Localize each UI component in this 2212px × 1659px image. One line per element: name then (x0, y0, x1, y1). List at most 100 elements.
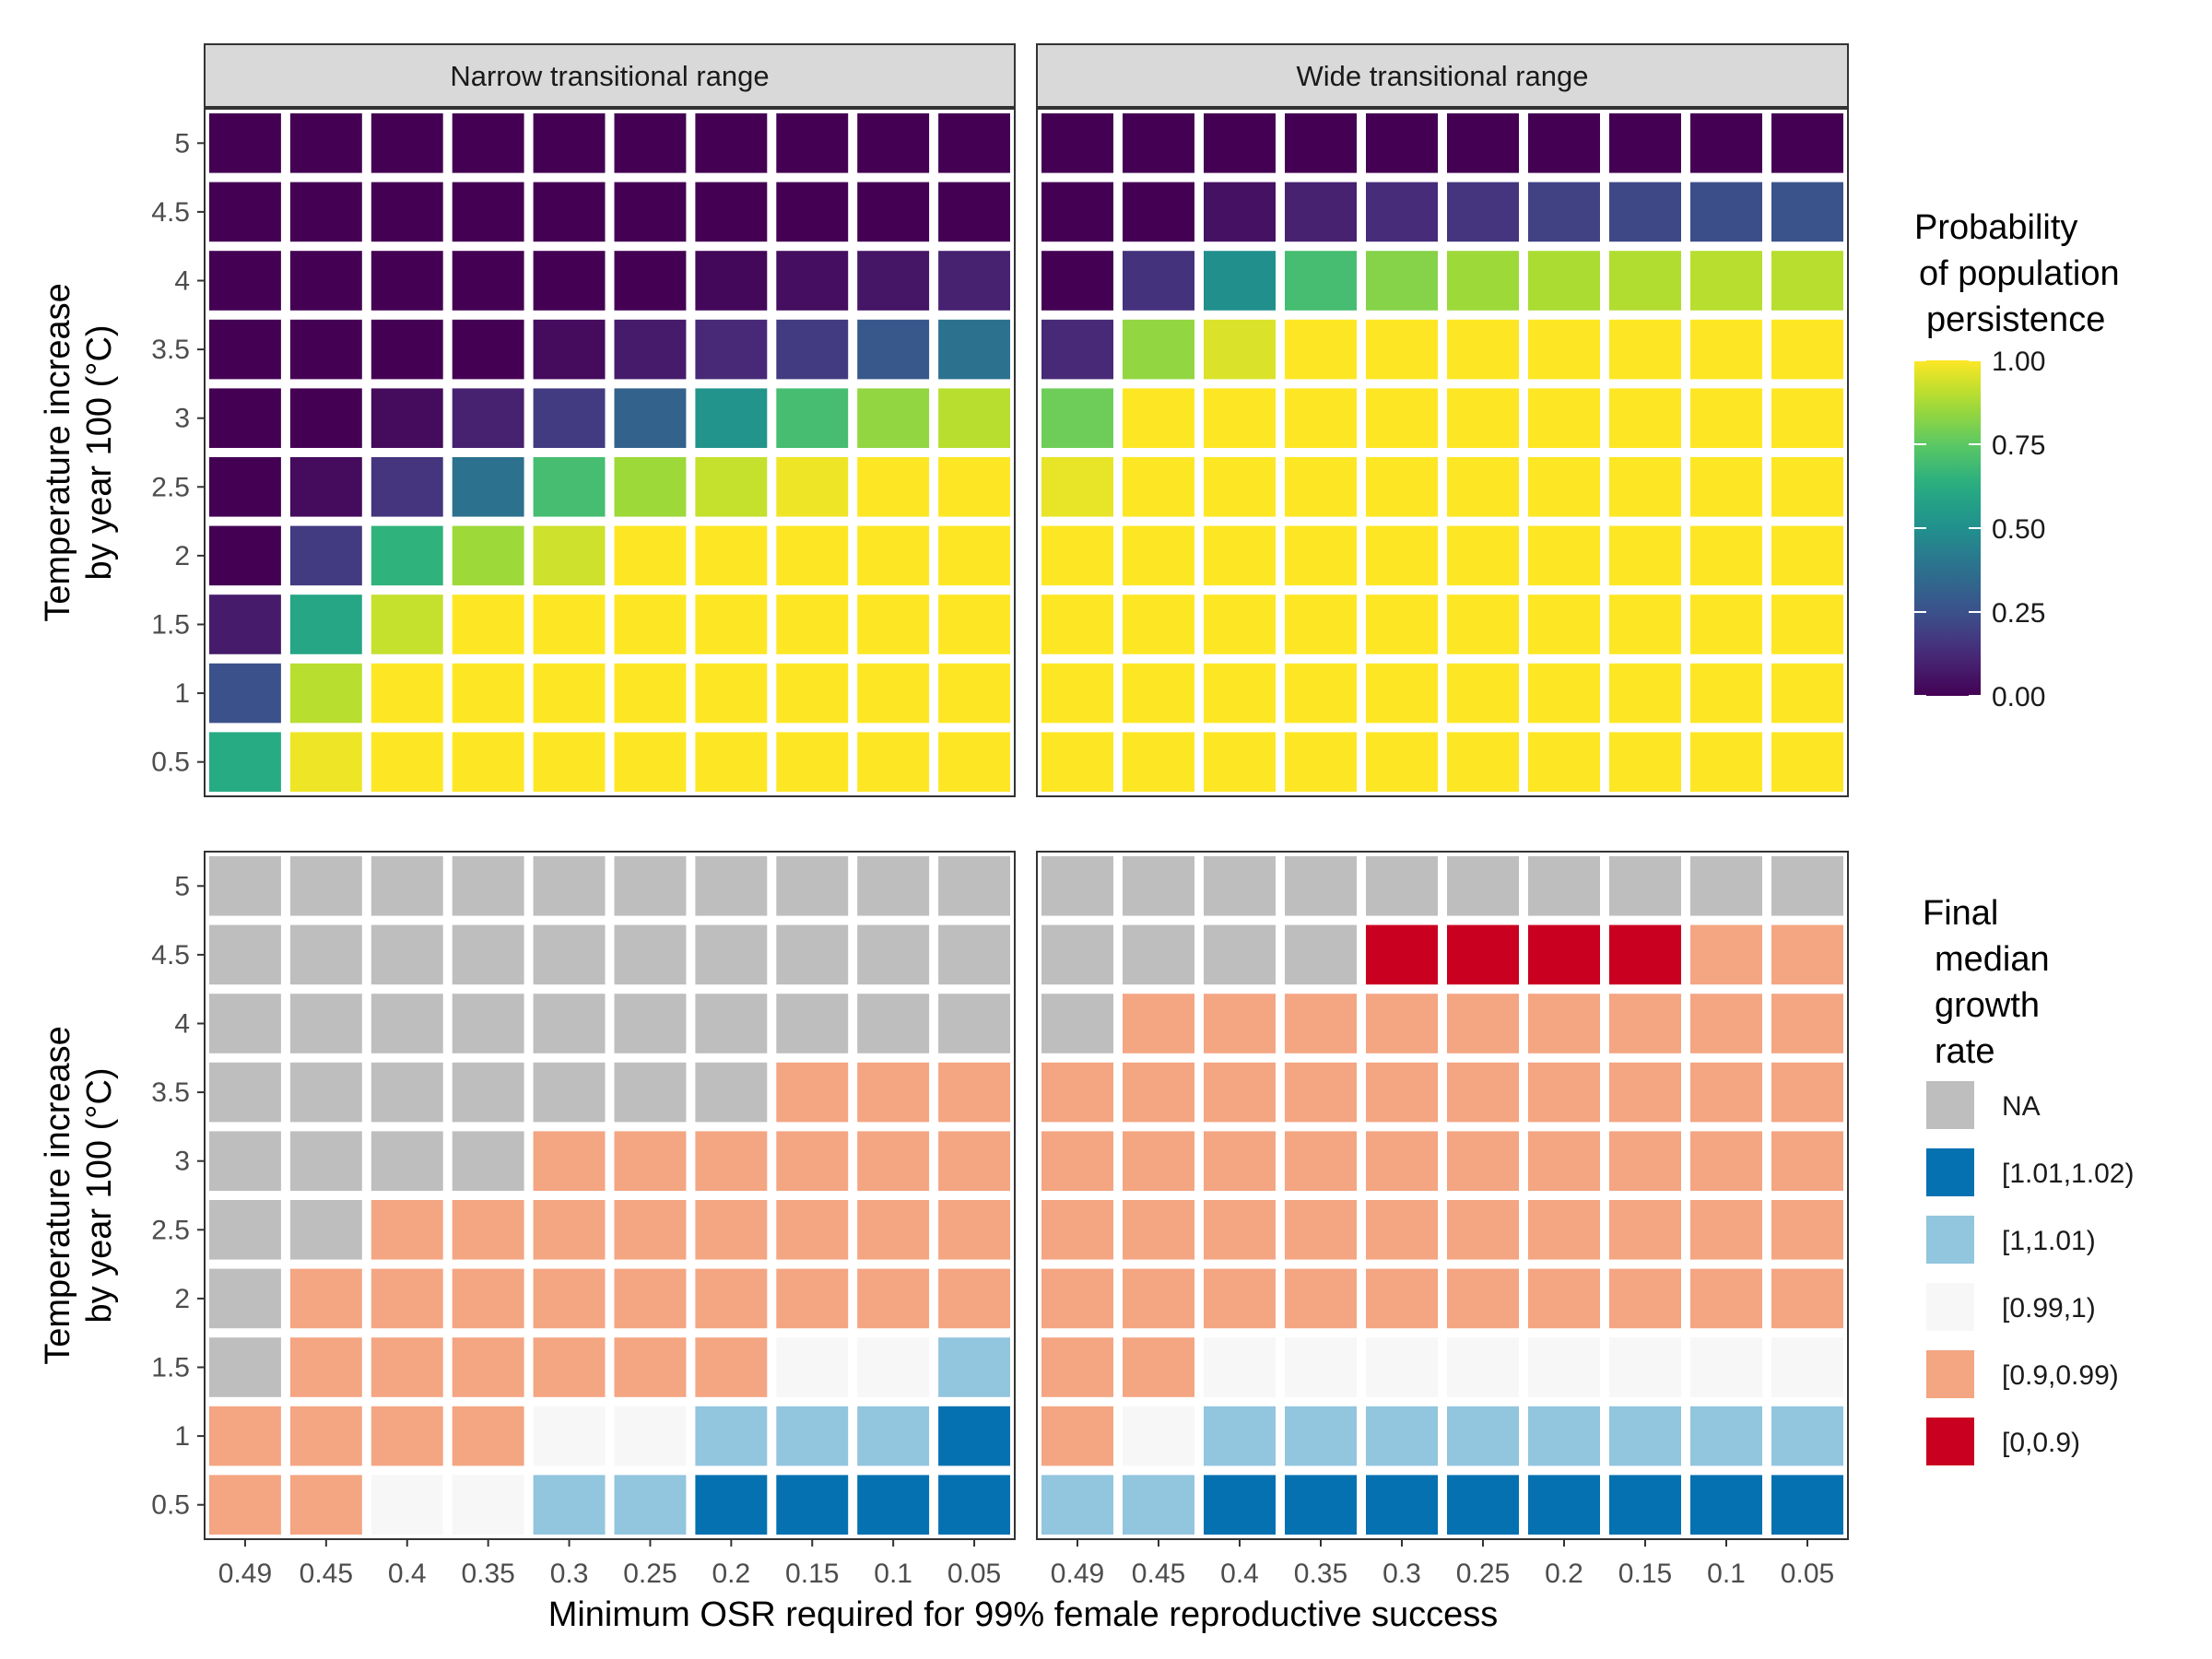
heatmap-tile (1285, 1062, 1357, 1123)
heatmap-tile (1285, 924, 1357, 985)
y-tick-label: 2 (174, 541, 190, 571)
x-tick-label: 0.2 (1545, 1559, 1583, 1589)
heatmap-tile (938, 1475, 1010, 1535)
heatmap-tile (1447, 663, 1519, 724)
heatmap-tile (452, 1337, 524, 1397)
heatmap-tile (1041, 525, 1113, 586)
heatmap-tile (776, 457, 849, 517)
heatmap-tile (1123, 251, 1194, 311)
heatmap-tile (1204, 994, 1276, 1053)
heatmap-tile (1366, 732, 1438, 792)
heatmap-tile (1123, 182, 1194, 242)
heatmap-tile (1204, 1062, 1276, 1123)
y-tick-label: 0.5 (151, 1490, 190, 1521)
heatmap-tile (1366, 457, 1438, 517)
heatmap-tile (209, 856, 281, 916)
heatmap-tile (1041, 1200, 1113, 1260)
legend-key (1926, 1081, 1974, 1129)
heatmap-tile (1771, 732, 1843, 792)
heatmap-tile (1528, 663, 1600, 724)
x-tick-label: 0.35 (461, 1559, 514, 1589)
x-tick-label: 0.1 (1707, 1559, 1746, 1589)
x-tick-label: 0.05 (947, 1559, 1001, 1589)
heatmap-tile (1771, 1268, 1843, 1329)
heatmap-tile (938, 251, 1010, 311)
heatmap-tile (452, 594, 524, 654)
heatmap-tile (1690, 594, 1762, 654)
heatmap-tile (1204, 113, 1276, 173)
y-tick-label: 4 (174, 1009, 190, 1040)
heatmap-tile (1690, 732, 1762, 792)
heatmap-tile (1366, 1200, 1438, 1260)
heatmap-tile (1690, 525, 1762, 586)
heatmap-tile (1609, 732, 1681, 792)
heatmap-tile (695, 663, 768, 724)
heatmap-tile (533, 1268, 606, 1329)
heatmap-tile (1123, 732, 1194, 792)
heatmap-tile (452, 388, 524, 448)
heatmap-tile (533, 856, 606, 916)
heatmap-tile (857, 182, 930, 242)
heatmap-tile (371, 856, 443, 916)
heatmap-tile (1690, 1406, 1762, 1466)
heatmap-tile (1366, 182, 1438, 242)
heatmap-tile (1041, 1062, 1113, 1123)
heatmap-tile (533, 319, 606, 380)
heatmap-tile (1447, 1337, 1519, 1397)
heatmap-tile (938, 113, 1010, 173)
heatmap-tile (533, 388, 606, 448)
heatmap-tile (452, 457, 524, 517)
heatmap-tile (695, 457, 768, 517)
heatmap-tile (1609, 525, 1681, 586)
heatmap-tile (695, 525, 768, 586)
heatmap-tile (1609, 1337, 1681, 1397)
heatmap-tile (857, 388, 930, 448)
heatmap-tile (1366, 388, 1438, 448)
heatmap-tile (289, 525, 362, 586)
x-tick-label: 0.3 (1382, 1559, 1421, 1589)
heatmap-tile (1041, 732, 1113, 792)
colorbar-label: 0.50 (1992, 514, 2045, 545)
growth-rate-legend: Final median growth rate NA [1.01,1.02) [1,1.0… (1923, 894, 2134, 1465)
heatmap-tile (1528, 457, 1600, 517)
legend-label: NA (2002, 1091, 2041, 1122)
heatmap-tile (209, 525, 281, 586)
heatmap-tile (614, 924, 687, 985)
heatmap-tile (695, 1475, 768, 1535)
x-tick-label: 0.35 (1294, 1559, 1347, 1589)
heatmap-tile (1123, 388, 1194, 448)
heatmap-tile (452, 1475, 524, 1535)
heatmap-tile (371, 251, 443, 311)
heatmap-tile (776, 594, 849, 654)
heatmap-tile (1447, 1131, 1519, 1191)
heatmap-tile (1123, 525, 1194, 586)
heatmap-tile (1447, 182, 1519, 242)
heatmap-tile (1771, 113, 1843, 173)
heatmap-tile (1690, 1131, 1762, 1191)
heatmap-tile (695, 388, 768, 448)
heatmap-tile (1771, 1131, 1843, 1191)
panel-border (204, 108, 1016, 797)
colorbar-label: 1.00 (1992, 347, 2045, 377)
heatmap-tile (1609, 1200, 1681, 1260)
heatmap-tile (533, 1200, 606, 1260)
heatmap-tile (1771, 1062, 1843, 1123)
heatmap-tile (1285, 525, 1357, 586)
heatmap-tile (695, 1131, 768, 1191)
heatmap-tile (289, 251, 362, 311)
heatmap-tile (1285, 457, 1357, 517)
heatmap-tile (533, 457, 606, 517)
heatmap-tile (614, 994, 687, 1053)
heatmap-tile (1041, 924, 1113, 985)
heatmap-tile (1366, 1406, 1438, 1466)
heatmap-tile (1204, 1337, 1276, 1397)
heatmap-tile (1771, 388, 1843, 448)
heatmap-tile (938, 182, 1010, 242)
heatmap-tile (1690, 388, 1762, 448)
heatmap-tile (371, 1200, 443, 1260)
heatmap-tile (1204, 1200, 1276, 1260)
heatmap-tile (1204, 732, 1276, 792)
heatmap-tile (1609, 182, 1681, 242)
heatmap-tile (533, 525, 606, 586)
heatmap-tile (1447, 525, 1519, 586)
